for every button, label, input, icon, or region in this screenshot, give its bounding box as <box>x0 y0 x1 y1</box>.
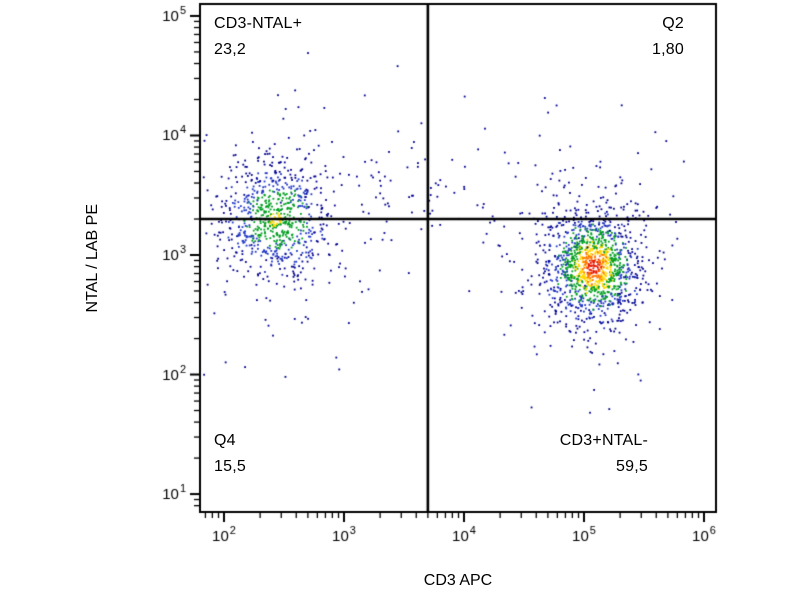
x-axis-title: CD3 APC <box>423 572 493 589</box>
y-axis-title: NTAL / LAB PE <box>84 203 101 313</box>
quadrant-name-top-right: Q2 <box>662 15 684 32</box>
quadrant-value-top-left: 23,2 <box>214 41 246 58</box>
quadrant-label-top-left: CD3-NTAL+ 23,2 <box>214 11 302 63</box>
quadrant-value-bottom-left: 15,5 <box>214 458 246 475</box>
quadrant-name-bottom-right: CD3+NTAL- <box>559 432 648 449</box>
quadrant-name-top-left: CD3-NTAL+ <box>214 15 303 32</box>
y-axis-title-wrap: NTAL / LAB PE <box>80 4 106 512</box>
quadrant-value-top-right: 1,80 <box>652 41 684 58</box>
quadrant-value-bottom-right: 59,5 <box>616 458 648 475</box>
quadrant-label-top-right: Q2 1,80 <box>652 11 684 63</box>
quadrant-name-bottom-left: Q4 <box>214 432 236 449</box>
quadrant-label-bottom-right: CD3+NTAL- 59,5 <box>560 428 648 480</box>
quadrant-label-bottom-left: Q4 15,5 <box>214 428 246 480</box>
